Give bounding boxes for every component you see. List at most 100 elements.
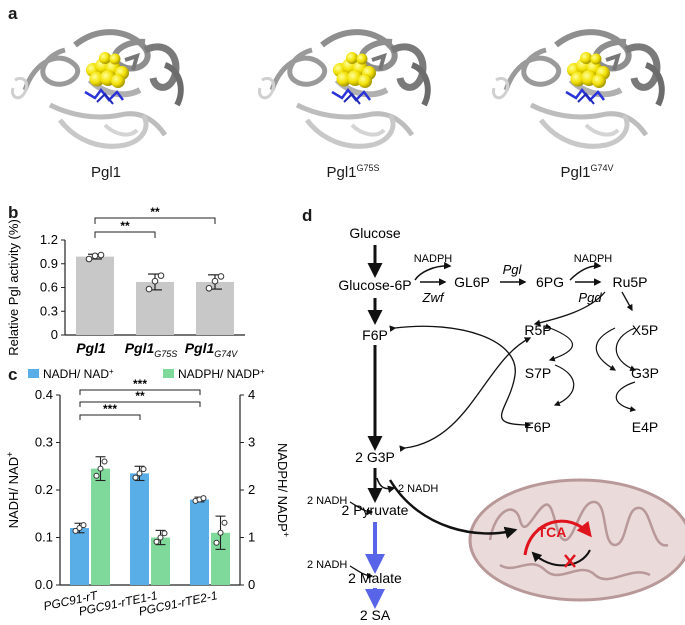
data-point (153, 538, 160, 545)
node-g3p-right: G3P (631, 365, 659, 381)
cofactor-nadph-1: NADPH (414, 253, 453, 265)
node-e4p: E4P (632, 419, 658, 435)
significance-label: ** (150, 205, 160, 219)
data-point (205, 284, 213, 292)
legend-label: NADH/ NAD+ (43, 367, 114, 381)
y-tick-label-left: 0.0 (35, 577, 53, 592)
node-f6p-left: F6P (362, 327, 388, 343)
y-axis-label-right: NADPH/ NADP+ (275, 443, 291, 537)
enzyme-zwf: Zwf (422, 290, 445, 305)
data-point (101, 458, 108, 465)
data-point (221, 519, 228, 526)
significance-bracket (79, 401, 201, 407)
x-tick-label: Pgl1 (76, 340, 106, 356)
arrow-pyruvate-mito (388, 479, 518, 539)
metabolic-pathway-diagram: Glucose Glucose-6P GL6P 6PG Ru5P F6P R5P… (307, 225, 685, 623)
data-point (85, 255, 93, 263)
y-tick-label-right: 4 (248, 387, 255, 402)
panel-d-letter: d (302, 206, 313, 225)
redox-bar-chart: 0.0 0.1 0.2 0.3 0.4 0 1 2 3 4 NADH/ NAD+ NADPH/ NAD… (5, 367, 291, 619)
bar (76, 256, 114, 335)
data-point (157, 272, 165, 279)
y-tick-label: 1.2 (40, 232, 58, 247)
structure-label-2: Pgl1G75S (326, 163, 380, 181)
node-2pyruvate: 2 Pyruvate (342, 502, 409, 518)
node-ru5p: Ru5P (612, 274, 647, 290)
cofactor-nadh-mal: 2 NADH (307, 559, 347, 571)
y-tick-label-left: 0.4 (35, 387, 53, 402)
x-tick-label: Pgl1G74V (185, 340, 239, 359)
data-point (97, 465, 104, 472)
significance-bracket (79, 414, 141, 420)
data-point (151, 277, 159, 285)
node-r5p: R5P (524, 322, 551, 338)
bar (130, 473, 149, 585)
node-glucose-6p: Glucose-6P (338, 277, 411, 293)
structure-pgl1-g75s (259, 32, 427, 146)
y-tick-label: 0 (51, 327, 58, 342)
data-point (72, 527, 79, 534)
node-2malate: 2 Malate (348, 570, 402, 586)
node-2g3p: 2 G3P (355, 449, 395, 465)
activity-bar-chart: 0 0.3 0.6 0.9 1.2 Relative Pgl activity (%) Pg… (6, 205, 245, 359)
significance-bracket (79, 389, 201, 395)
cofactor-nadh-g3p: 2 NADH (398, 483, 438, 495)
data-point (217, 273, 225, 280)
data-point (161, 530, 168, 537)
mitochondrion (468, 478, 685, 602)
panel-c-letter: c (8, 365, 18, 384)
node-glucose: Glucose (349, 225, 401, 241)
structure-pgl1-g74v (493, 32, 661, 146)
y-axis-label: Relative Pgl activity (%) (6, 219, 21, 356)
node-s7p: S7P (525, 365, 551, 381)
node-2sa: 2 SA (360, 607, 391, 623)
bar (91, 468, 110, 585)
data-point (157, 534, 164, 541)
protein-structures (0, 20, 685, 165)
y-tick-label-left: 0.3 (35, 435, 53, 450)
node-f6p-right: F6P (525, 419, 551, 435)
x-tick-label: Pgl1G75S (125, 340, 178, 359)
bar (70, 528, 89, 585)
cofactor-nadph-2: NADPH (574, 253, 613, 265)
node-x5p: X5P (632, 322, 658, 338)
legend-label: NADPH/ NADP+ (178, 367, 265, 381)
data-point (136, 470, 143, 477)
y-axis-label-left: NADH/ NAD+ (5, 452, 21, 529)
legend-swatch (28, 369, 39, 378)
bar (151, 537, 170, 585)
bar (136, 281, 174, 335)
y-tick-label-right: 3 (248, 435, 255, 450)
data-point (211, 277, 219, 285)
cofactor-nadh-pyr: 2 NADH (307, 495, 347, 507)
block-cross-icon (564, 554, 576, 568)
legend-swatch (163, 369, 174, 378)
y-tick-label-right: 0 (248, 577, 255, 592)
data-point (140, 466, 147, 473)
data-point (80, 522, 87, 529)
node-6pg: 6PG (536, 274, 564, 290)
data-point (91, 252, 99, 260)
y-tick-label-left: 0.2 (35, 482, 53, 497)
data-point (213, 539, 220, 546)
data-point (200, 495, 207, 502)
bar (211, 532, 230, 585)
significance-bracket (94, 217, 216, 224)
data-point (217, 529, 224, 536)
significance-bracket (94, 231, 156, 238)
node-gl6p: GL6P (454, 274, 490, 290)
significance-label: *** (133, 377, 147, 391)
panel-b-letter: b (8, 203, 19, 222)
panel-a-letter: a (8, 4, 18, 23)
y-tick-label-left: 0.1 (35, 530, 53, 545)
data-point (132, 474, 139, 481)
data-point (145, 285, 153, 293)
bar (196, 281, 234, 335)
structure-pgl1 (12, 32, 180, 146)
bar (190, 499, 209, 585)
data-point (93, 472, 100, 479)
y-tick-label: 0.9 (40, 256, 58, 271)
y-tick-label-right: 2 (248, 482, 255, 497)
y-tick-label: 0.3 (40, 303, 58, 318)
enzyme-pgl: Pgl (503, 262, 523, 277)
